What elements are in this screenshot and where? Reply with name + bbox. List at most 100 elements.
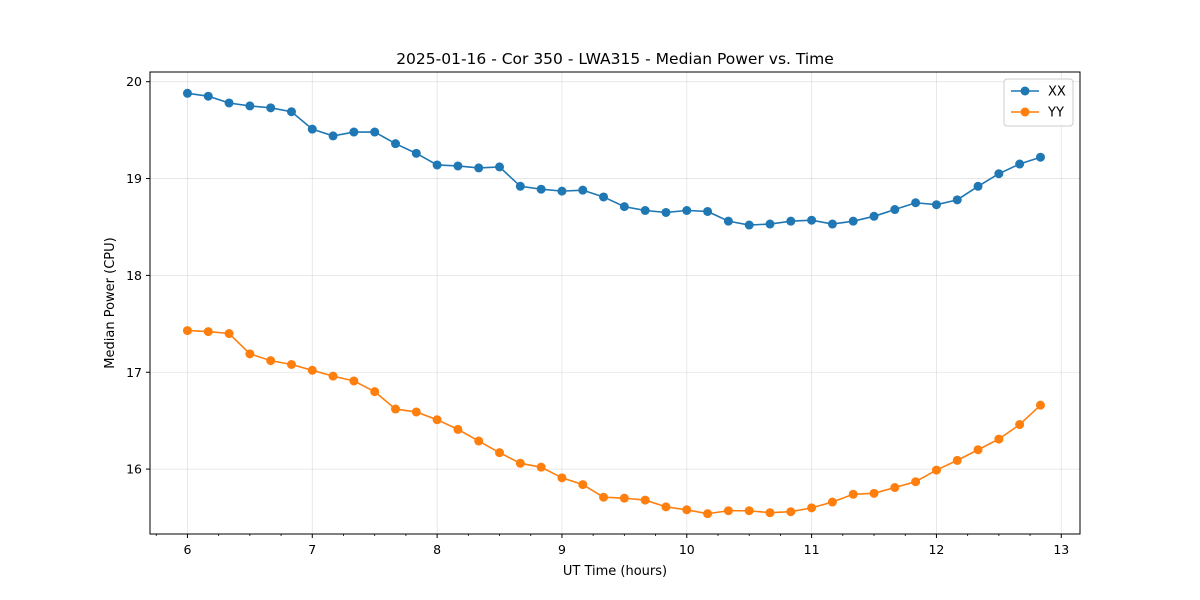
data-point-yy xyxy=(370,387,380,397)
data-point-xx xyxy=(703,206,713,216)
plot-frame xyxy=(149,71,1081,535)
y-tick-label: 18 xyxy=(126,268,142,283)
data-point-yy xyxy=(640,495,650,505)
data-point-xx xyxy=(765,219,775,229)
data-point-yy xyxy=(391,404,401,414)
legend-label-yy: YY xyxy=(1047,106,1064,121)
data-point-xx xyxy=(432,160,442,170)
data-point-yy xyxy=(723,506,733,516)
data-point-yy xyxy=(474,436,484,446)
data-point-yy xyxy=(807,503,817,513)
legend-marker-yy xyxy=(1020,107,1030,117)
data-point-yy xyxy=(952,455,962,465)
data-point-xx xyxy=(848,216,858,226)
data-point-xx xyxy=(1015,159,1025,169)
data-point-xx xyxy=(994,169,1004,179)
y-tick-label: 16 xyxy=(126,462,142,477)
data-point-yy xyxy=(453,424,463,434)
legend-marker-xx xyxy=(1020,86,1030,96)
data-point-yy xyxy=(890,483,900,493)
data-point-yy xyxy=(599,492,609,502)
data-point-yy xyxy=(994,434,1004,444)
data-point-xx xyxy=(744,220,754,230)
data-point-yy xyxy=(931,465,941,475)
data-point-yy xyxy=(744,506,754,516)
data-point-xx xyxy=(328,131,338,141)
data-point-yy xyxy=(827,497,837,507)
data-point-yy xyxy=(286,360,296,369)
data-point-xx xyxy=(890,205,900,215)
data-point-xx xyxy=(786,216,796,226)
data-point-xx xyxy=(827,219,837,229)
data-point-yy xyxy=(578,480,588,490)
data-point-xx xyxy=(869,211,879,221)
data-point-yy xyxy=(328,371,338,381)
data-point-yy xyxy=(765,508,775,518)
data-point-yy xyxy=(224,329,234,339)
data-point-yy xyxy=(973,445,983,455)
data-point-yy xyxy=(203,327,213,337)
data-point-xx xyxy=(453,161,463,171)
data-point-yy xyxy=(786,507,796,517)
y-tick-label: 20 xyxy=(126,74,142,89)
data-point-xx xyxy=(557,186,567,196)
x-tick-label: 9 xyxy=(558,542,566,557)
data-point-xx xyxy=(578,185,588,195)
chart-title: 2025-01-16 - Cor 350 - LWA315 - Median P… xyxy=(396,50,834,68)
data-point-xx xyxy=(619,202,629,212)
x-tick-label: 12 xyxy=(928,542,944,557)
x-tick-label: 13 xyxy=(1053,542,1069,557)
data-point-yy xyxy=(495,448,505,458)
data-point-yy xyxy=(411,407,421,417)
data-point-yy xyxy=(432,415,442,425)
data-point-xx xyxy=(661,207,671,217)
x-tick-label: 8 xyxy=(433,542,441,557)
data-point-xx xyxy=(266,103,276,113)
y-tick-label: 19 xyxy=(126,171,142,186)
data-point-yy xyxy=(536,462,546,472)
x-axis-label: UT Time (hours) xyxy=(563,564,667,579)
data-point-xx xyxy=(286,107,296,117)
data-point-xx xyxy=(182,88,192,98)
x-tick-label: 7 xyxy=(308,542,316,557)
data-point-xx xyxy=(911,198,921,208)
grid xyxy=(150,72,1080,534)
data-point-xx xyxy=(307,124,317,134)
data-point-yy xyxy=(349,376,359,386)
y-axis-label: Median Power (CPU) xyxy=(103,237,118,368)
data-point-xx xyxy=(245,101,255,111)
data-point-xx xyxy=(682,206,692,215)
data-point-xx xyxy=(515,181,525,191)
series-layer xyxy=(182,88,1045,519)
x-tick-label: 6 xyxy=(183,542,191,557)
data-point-yy xyxy=(245,349,255,359)
data-point-xx xyxy=(599,192,609,202)
data-point-yy xyxy=(266,356,276,366)
data-point-xx xyxy=(952,195,962,205)
data-point-yy xyxy=(515,458,525,468)
data-point-xx xyxy=(1035,152,1045,162)
axes: 6 7 8 9 10 11 12 13 16 17 18 19 20 xyxy=(126,74,1069,557)
data-point-xx xyxy=(370,127,380,137)
data-point-xx xyxy=(807,215,817,225)
legend-label-xx: XX xyxy=(1048,85,1066,100)
data-point-xx xyxy=(495,162,505,172)
data-point-xx xyxy=(349,127,359,137)
data-point-yy xyxy=(619,493,629,503)
data-point-xx xyxy=(411,148,421,158)
data-point-yy xyxy=(557,473,567,483)
data-point-yy xyxy=(1035,400,1045,410)
data-point-yy xyxy=(703,509,713,519)
data-point-yy xyxy=(682,505,692,515)
data-point-yy xyxy=(182,326,192,336)
data-point-yy xyxy=(1015,420,1025,430)
data-point-xx xyxy=(474,163,484,173)
series-line-yy xyxy=(187,329,1042,515)
data-point-yy xyxy=(848,489,858,499)
legend: XX YY xyxy=(1003,78,1074,127)
data-point-xx xyxy=(391,139,401,149)
data-point-xx xyxy=(973,181,983,191)
data-point-xx xyxy=(536,184,546,194)
